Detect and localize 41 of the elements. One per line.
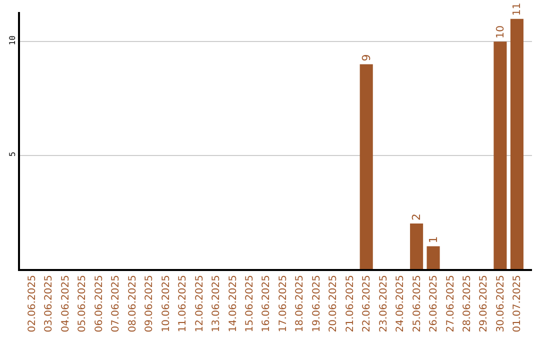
x-tick-label: 30.06.2025 — [495, 275, 506, 332]
data-label: 11 — [511, 2, 524, 16]
x-tick-label: 05.06.2025 — [77, 275, 88, 332]
bar — [410, 224, 424, 269]
x-tick-label: 20.06.2025 — [328, 275, 340, 332]
x-tick-label: 14.06.2025 — [228, 275, 239, 332]
data-label: 10 — [494, 26, 506, 39]
x-tick-label: 24.06.2025 — [395, 275, 406, 332]
bar — [426, 246, 440, 269]
x-tick-label: 13.06.2025 — [211, 275, 222, 332]
x-tick-label: 29.06.2025 — [478, 275, 490, 332]
x-tick-label: 27.06.2025 — [445, 275, 456, 332]
data-label: 1 — [426, 236, 440, 244]
x-tick-label: 25.06.2025 — [412, 275, 423, 332]
x-tick-label: 01.07.2025 — [512, 275, 524, 332]
x-tick-label: 04.06.2025 — [60, 275, 72, 332]
x-tick-label: 26.06.2025 — [428, 275, 440, 332]
x-tick-label: 02.06.2025 — [26, 275, 38, 332]
bar — [510, 18, 524, 269]
x-tick-label: 15.06.2025 — [244, 275, 256, 332]
x-tick-label: 07.06.2025 — [110, 275, 122, 332]
x-tick-label: 19.06.2025 — [311, 275, 322, 332]
bar — [360, 64, 373, 269]
x-tick-label: 28.06.2025 — [462, 275, 473, 332]
x-tick-label: 03.06.2025 — [44, 275, 55, 332]
x-tick-label: 12.06.2025 — [194, 275, 206, 332]
x-tick-label: 23.06.2025 — [378, 275, 390, 332]
x-tick-label: 11.06.2025 — [178, 275, 189, 332]
data-label: 2 — [410, 214, 424, 221]
x-tick-label: 22.06.2025 — [362, 275, 373, 332]
data-label: 9 — [360, 54, 373, 62]
x-tick-label: 09.06.2025 — [144, 275, 156, 332]
x-tick-label: 17.06.2025 — [278, 275, 289, 332]
y-tick-label: 5 — [8, 151, 17, 156]
x-tick-label: 18.06.2025 — [294, 275, 306, 332]
x-tick-label: 21.06.2025 — [344, 275, 356, 332]
x-tick-label: 08.06.2025 — [127, 275, 138, 332]
x-tick-label: 10.06.2025 — [160, 275, 172, 332]
x-tick-label: 06.06.2025 — [94, 275, 105, 332]
bar — [494, 42, 507, 269]
x-tick-label: 16.06.2025 — [261, 275, 272, 332]
